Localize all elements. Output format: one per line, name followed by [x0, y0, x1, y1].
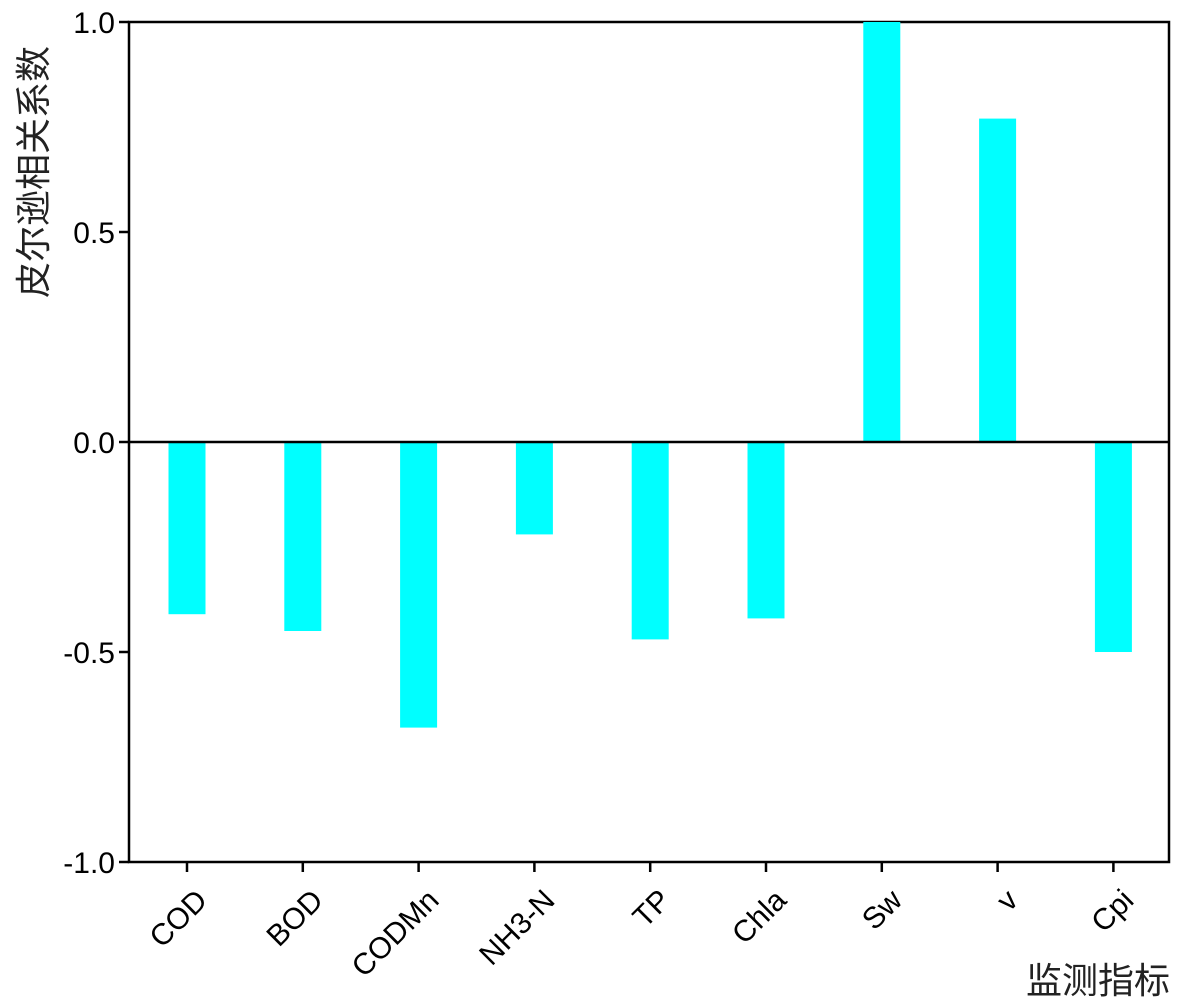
y-tick-label: -0.5	[63, 637, 115, 670]
y-axis-title: 皮尔逊相关系数	[14, 46, 55, 298]
y-tick-label: 1.0	[73, 7, 115, 40]
bar-sw	[863, 22, 901, 442]
x-tick-label: Chla	[726, 883, 793, 950]
bar-nh3-n	[515, 442, 553, 535]
bar-codmn	[400, 442, 438, 728]
x-tick-label: Cpi	[1085, 884, 1140, 939]
x-tick-label: Sw	[856, 883, 909, 936]
x-axis-title: 监测指标	[1026, 961, 1170, 1002]
x-tick-label: TP	[627, 884, 677, 934]
y-tick-label: -1.0	[63, 847, 115, 880]
bar-chla	[747, 442, 785, 619]
bar-v	[979, 118, 1017, 442]
x-tick-label: CODMn	[346, 884, 446, 984]
y-axis-ticks: -1.0 -0.5 0.0 0.5 1.0	[63, 7, 129, 880]
bar-tp	[631, 442, 669, 640]
x-tick-label: v	[991, 884, 1025, 918]
bar-bod	[284, 442, 322, 631]
y-tick-label: 0.0	[73, 427, 115, 460]
bar-cpi	[1094, 442, 1132, 652]
y-tick-label: 0.5	[73, 217, 115, 250]
bars-group	[168, 22, 1132, 728]
x-axis-ticks: COD BOD CODMn NH3-N TP Chla Sw v Cpi	[143, 862, 1140, 984]
x-tick-label: BOD	[260, 884, 329, 953]
x-tick-label: COD	[143, 884, 213, 954]
bar-cod	[168, 442, 206, 615]
x-tick-label: NH3-N	[473, 884, 561, 972]
